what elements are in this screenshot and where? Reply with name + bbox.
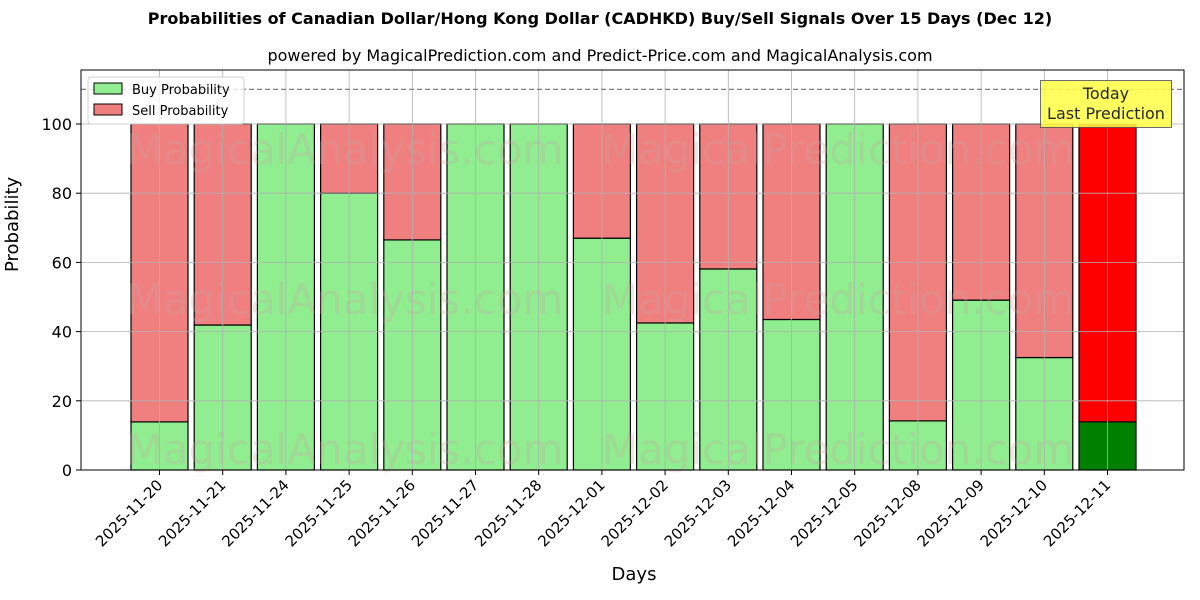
y-tick-label: 60 [52, 253, 72, 272]
legend-buy-swatch [93, 82, 123, 95]
x-tick-label: 2025-12-01 [534, 476, 608, 550]
y-axis-label: Probability [2, 176, 23, 272]
chart-title: Probabilities of Canadian Dollar/Hong Ko… [147, 9, 1053, 28]
x-tick-label: 2025-12-10 [977, 476, 1051, 550]
x-tick-label: 2025-11-26 [345, 476, 419, 550]
legend-sell-swatch [93, 103, 123, 116]
x-tick-label: 2025-12-03 [661, 476, 735, 550]
watermark: MagicalPrediction.com [602, 125, 1075, 174]
chart-subtitle: powered by MagicalPrediction.com and Pre… [267, 46, 933, 65]
today-annotation: Today Last Prediction [1040, 80, 1172, 128]
watermark: MagicalAnalysis.com [127, 425, 564, 474]
watermark: MagicalPrediction.com [602, 275, 1075, 324]
x-tick-label: 2025-11-20 [92, 476, 166, 550]
watermark: MagicalAnalysis.com [127, 275, 564, 324]
plot-frame [80, 69, 1185, 471]
x-tick-label: 2025-11-21 [155, 476, 229, 550]
today-annotation-line1: Today [1082, 84, 1130, 103]
x-tick-label: 2025-12-08 [850, 476, 924, 550]
x-tick-label: 2025-12-04 [724, 476, 798, 550]
legend-box [87, 76, 245, 125]
x-tick-label: 2025-12-11 [1040, 476, 1114, 550]
x-axis-label: Days [611, 564, 657, 585]
y-tick-label: 100 [41, 115, 72, 134]
x-tick-label: 2025-12-09 [914, 476, 988, 550]
y-tick-label: 80 [52, 184, 72, 203]
y-tick-label: 20 [52, 392, 72, 411]
y-tick-label: 40 [52, 323, 72, 342]
x-tick-label: 2025-12-02 [598, 476, 672, 550]
legend-sell-label: Sell Probability [132, 104, 229, 119]
today-annotation-line2: Last Prediction [1047, 104, 1165, 123]
x-tick-label: 2025-11-28 [471, 476, 545, 550]
x-tick-label: 2025-11-27 [408, 476, 482, 550]
watermark: MagicalPrediction.com [602, 425, 1075, 474]
x-tick-label: 2025-12-05 [787, 476, 861, 550]
y-tick-label: 0 [62, 461, 72, 480]
x-tick-label: 2025-11-24 [218, 476, 292, 550]
watermark: MagicalAnalysis.com [127, 125, 564, 174]
legend-buy-label: Buy Probability [132, 83, 230, 98]
x-tick-label: 2025-11-25 [282, 476, 356, 550]
